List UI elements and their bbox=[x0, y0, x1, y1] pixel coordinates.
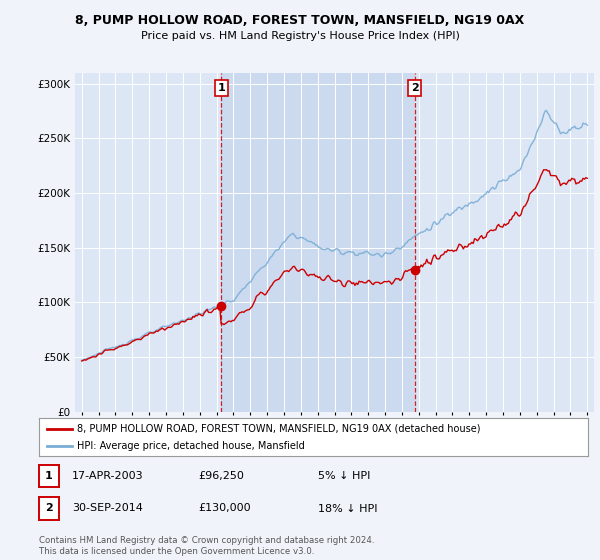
Text: 30-SEP-2014: 30-SEP-2014 bbox=[72, 503, 143, 514]
Text: 1: 1 bbox=[45, 471, 53, 481]
Text: HPI: Average price, detached house, Mansfield: HPI: Average price, detached house, Mans… bbox=[77, 441, 305, 451]
Text: 18% ↓ HPI: 18% ↓ HPI bbox=[318, 503, 377, 514]
Text: 8, PUMP HOLLOW ROAD, FOREST TOWN, MANSFIELD, NG19 0AX (detached house): 8, PUMP HOLLOW ROAD, FOREST TOWN, MANSFI… bbox=[77, 423, 481, 433]
Text: 1: 1 bbox=[218, 83, 226, 93]
Bar bbox=[221, 73, 415, 412]
Text: Price paid vs. HM Land Registry's House Price Index (HPI): Price paid vs. HM Land Registry's House … bbox=[140, 31, 460, 41]
Text: 17-APR-2003: 17-APR-2003 bbox=[72, 471, 143, 481]
Text: 8, PUMP HOLLOW ROAD, FOREST TOWN, MANSFIELD, NG19 0AX: 8, PUMP HOLLOW ROAD, FOREST TOWN, MANSFI… bbox=[76, 14, 524, 27]
Text: Contains HM Land Registry data © Crown copyright and database right 2024.
This d: Contains HM Land Registry data © Crown c… bbox=[39, 536, 374, 556]
Text: 5% ↓ HPI: 5% ↓ HPI bbox=[318, 471, 370, 481]
Text: £96,250: £96,250 bbox=[198, 471, 244, 481]
Text: £130,000: £130,000 bbox=[198, 503, 251, 514]
Text: 2: 2 bbox=[410, 83, 418, 93]
Text: 2: 2 bbox=[45, 503, 53, 514]
